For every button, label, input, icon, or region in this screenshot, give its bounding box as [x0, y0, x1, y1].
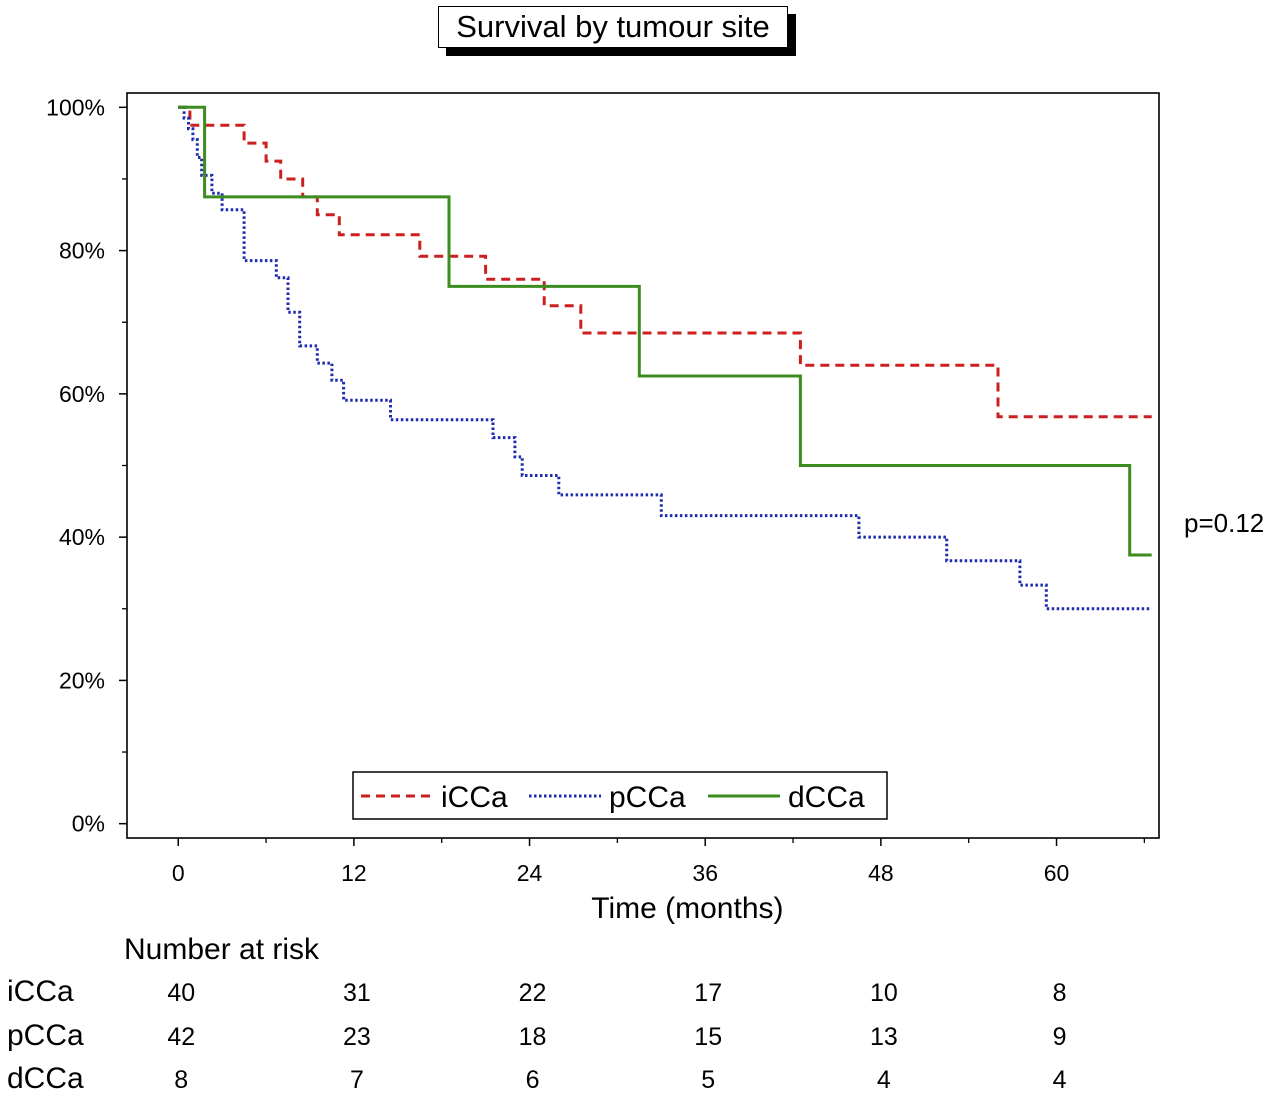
y-tick-label: 100% — [46, 94, 105, 120]
y-tick-label: 60% — [59, 381, 105, 407]
risk-value: 15 — [694, 1023, 722, 1051]
legend-box — [352, 771, 888, 820]
risk-value: 8 — [174, 1066, 188, 1094]
risk-value: 7 — [350, 1066, 364, 1094]
legend-label-pcca: pCCa — [609, 781, 686, 814]
legend-label-dcca: dCCa — [788, 781, 865, 814]
risk-row-label: pCCa — [7, 1019, 84, 1052]
y-tick-label: 20% — [59, 667, 105, 693]
risk-value: 23 — [343, 1023, 371, 1051]
legend-label-icca: iCCa — [441, 781, 508, 814]
survival-curve-icca — [178, 105, 1152, 419]
risk-value: 10 — [870, 979, 898, 1007]
x-axis-label: Time (months) — [591, 892, 783, 925]
survival-curve-dcca — [178, 105, 1152, 557]
x-tick-label: 36 — [692, 860, 718, 886]
p-value-annotation: p=0.12 — [1184, 508, 1264, 538]
risk-value: 13 — [870, 1023, 898, 1051]
y-tick-label: 80% — [59, 238, 105, 264]
risk-value: 40 — [167, 979, 195, 1007]
risk-value: 6 — [526, 1066, 540, 1094]
x-tick-label: 24 — [517, 860, 543, 886]
survival-curve-pcca — [178, 105, 1152, 611]
x-tick-label: 12 — [341, 860, 367, 886]
risk-value: 8 — [1053, 979, 1067, 1007]
risk-value: 9 — [1053, 1023, 1067, 1051]
x-tick-label: 0 — [172, 860, 185, 886]
chart-title: Survival by tumour site — [438, 6, 788, 48]
risk-value: 4 — [877, 1066, 891, 1094]
x-tick-label: 60 — [1044, 860, 1070, 886]
risk-value: 22 — [519, 979, 547, 1007]
y-tick-label: 0% — [72, 811, 105, 837]
risk-value: 4 — [1053, 1066, 1067, 1094]
risk-row-label: iCCa — [7, 975, 74, 1008]
risk-value: 31 — [343, 979, 371, 1007]
chart-title-box: Survival by tumour site — [438, 6, 796, 56]
x-tick-label: 48 — [868, 860, 894, 886]
risk-value: 18 — [519, 1023, 547, 1051]
risk-row-label: dCCa — [7, 1062, 84, 1095]
risk-value: 17 — [694, 979, 722, 1007]
risk-value: 42 — [167, 1023, 195, 1051]
risk-table-title: Number at risk — [124, 933, 320, 966]
y-tick-label: 40% — [59, 524, 105, 550]
risk-value: 5 — [701, 1066, 715, 1094]
